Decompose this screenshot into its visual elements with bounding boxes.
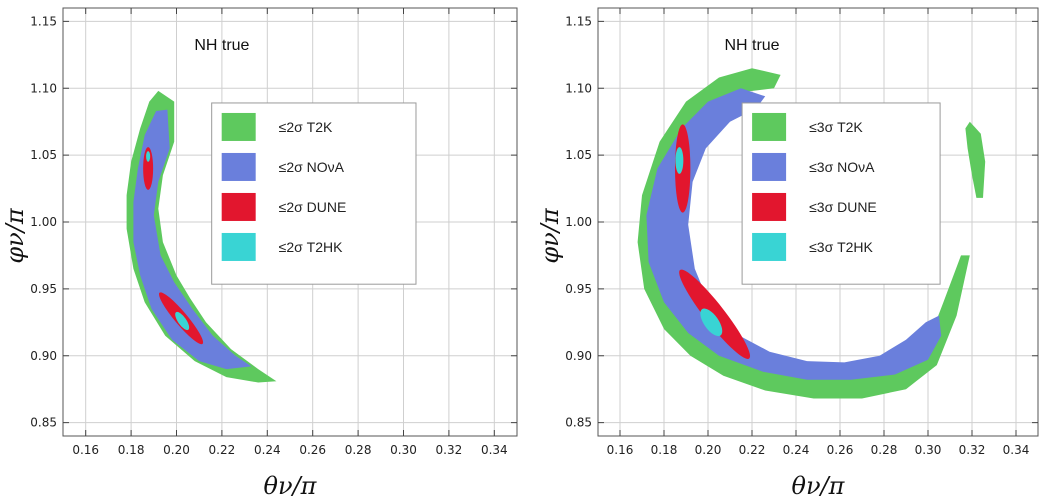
chart-panel-1: 0.16 0.18 0.20 0.22 0.24 0.26 0.28 0.30 0.32 0.34… [1, 7, 518, 500]
x-tick-label: 0.22 [739, 443, 766, 457]
legend-label: ≤3σ DUNE [809, 199, 877, 215]
x-tick-label: 0.26 [299, 443, 326, 457]
x-tick-label: 0.28 [345, 443, 372, 457]
x-tick-label: 0.18 [118, 443, 145, 457]
x-tick-label: 0.18 [651, 443, 678, 457]
y-tick-label: 0.90 [30, 349, 57, 363]
x-tick-label: 0.22 [209, 443, 236, 457]
legend-label: ≤2σ T2K [279, 119, 333, 135]
y-axis-label: φν/π [536, 207, 564, 263]
x-axis-label: θν/π [264, 472, 318, 500]
x-tick-label: 0.20 [163, 443, 190, 457]
ellipse-3-1 [143, 147, 154, 190]
y-tick-label: 1.00 [30, 215, 57, 229]
y-tick-label: 0.85 [30, 416, 57, 430]
x-axis-label: θν/π [792, 472, 846, 500]
y-tick-label: 1.05 [30, 148, 57, 162]
legend-swatch [221, 192, 256, 221]
legend-swatch [752, 232, 787, 261]
region-2-1 [646, 88, 942, 380]
y-tick-label: 1.10 [565, 81, 592, 95]
y-tick-label: 1.15 [565, 14, 592, 28]
x-tick-label: 0.34 [1003, 443, 1030, 457]
ticks: 0.16 0.18 0.20 0.22 0.24 0.26 0.28 0.30 0.32 0.34… [565, 8, 1038, 457]
ellipse-3-2 [679, 269, 751, 359]
annotation-label: NH true [724, 37, 779, 54]
legend-label: ≤2σ DUNE [279, 199, 347, 215]
legend-label: ≤3σ T2HK [809, 239, 873, 255]
y-tick-label: 0.90 [565, 349, 592, 363]
legend-swatch [221, 112, 256, 141]
legend: ≤3σ T2K ≤3σ NOνA ≤3σ DUNE ≤3σ T2HK [741, 102, 941, 285]
ellipse-4-2 [175, 311, 190, 331]
x-tick-label: 0.30 [915, 443, 942, 457]
x-tick-label: 0.34 [481, 443, 508, 457]
chart-panel-2: 0.16 0.18 0.20 0.22 0.24 0.26 0.28 0.30 0.32 0.34… [536, 7, 1039, 500]
series-group [126, 90, 277, 383]
x-tick-label: 0.32 [959, 443, 986, 457]
ticks: 0.16 0.18 0.20 0.22 0.24 0.26 0.28 0.30 0.32 0.34… [30, 8, 517, 457]
x-tick-label: 0.16 [607, 443, 634, 457]
ellipse-4-1 [675, 147, 684, 174]
x-tick-label: 0.24 [783, 443, 810, 457]
x-tick-label: 0.32 [436, 443, 463, 457]
y-tick-label: 1.10 [30, 81, 57, 95]
legend-swatch [221, 232, 256, 261]
legend-swatch [221, 152, 256, 181]
y-tick-label: 1.15 [30, 14, 57, 28]
region-2-1 [133, 109, 252, 370]
series-group [637, 68, 986, 399]
y-tick-label: 0.85 [565, 416, 592, 430]
y-tick-label: 1.05 [565, 148, 592, 162]
legend-label: ≤3σ T2K [809, 119, 863, 135]
region-1-2 [965, 121, 986, 198]
legend-label: ≤2σ T2HK [279, 239, 343, 255]
y-axis-label: φν/π [1, 207, 29, 263]
x-tick-label: 0.16 [72, 443, 99, 457]
x-tick-label: 0.24 [254, 443, 281, 457]
x-tick-label: 0.28 [871, 443, 898, 457]
y-tick-label: 0.95 [30, 282, 57, 296]
legend-label: ≤2σ NOνA [279, 159, 345, 175]
legend-swatch [752, 112, 787, 141]
legend: ≤2σ T2K ≤2σ NOνA ≤2σ DUNE ≤2σ T2HK [211, 102, 417, 285]
y-tick-label: 0.95 [565, 282, 592, 296]
legend-swatch [752, 152, 787, 181]
legend-swatch [752, 192, 787, 221]
ellipse-3-1 [675, 124, 691, 213]
x-tick-label: 0.30 [390, 443, 417, 457]
ellipse-4-1 [146, 151, 151, 162]
x-tick-label: 0.26 [827, 443, 854, 457]
ellipse-4-2 [700, 308, 723, 337]
x-tick-label: 0.20 [695, 443, 722, 457]
y-tick-label: 1.00 [565, 215, 592, 229]
legend-label: ≤3σ NOνA [809, 159, 875, 175]
annotation-label: NH true [194, 37, 249, 54]
